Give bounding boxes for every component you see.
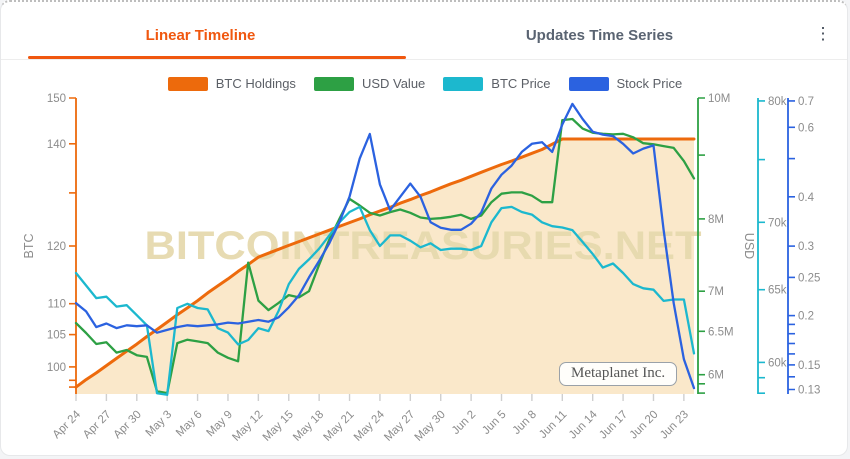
x-axis-date-label: May 15 (261, 409, 296, 444)
axis-tick-label: 80k (768, 96, 787, 108)
axis-tick-label: 0.15 (798, 360, 820, 372)
x-axis-date-label: Jun 23 (658, 409, 691, 442)
x-axis-date-label: May 30 (413, 409, 448, 444)
btc-axis-title: BTC (22, 234, 36, 259)
axis-tick-label: 0.6 (798, 122, 814, 134)
axis-tick-label: 65k (768, 285, 787, 297)
x-axis-date-label: Apr 27 (81, 409, 113, 441)
legend-label: Stock Price (616, 76, 683, 91)
x-axis-date-label: May 18 (291, 409, 326, 444)
axis-tick-label: 100 (47, 362, 66, 374)
x-axis-date-label: May 12 (230, 409, 265, 444)
axis-tick-label: 0.2 (798, 311, 814, 323)
axis-tick-label: 0.4 (798, 192, 815, 204)
tabbar-divider (1, 59, 847, 60)
axis-tick-label: 70k (768, 217, 787, 229)
axis-tick-label: 60k (768, 357, 787, 369)
axis-tick-label: 6M (708, 370, 724, 382)
timeline-chart: BITCOINTREASURIES.NET150140120110105100B… (22, 93, 820, 444)
axis-tick-label: 105 (47, 330, 66, 342)
tab-updates-time-series[interactable]: Updates Time Series (525, 27, 674, 44)
axis-tick-label: 150 (47, 93, 66, 105)
tab-linear-timeline[interactable]: Linear Timeline (145, 27, 256, 44)
legend-swatch (568, 76, 609, 91)
axis-tick-label: 0.13 (798, 385, 820, 397)
usd_value-axis-title: USD (742, 233, 756, 259)
legend-item-usd-value[interactable]: USD Value (313, 76, 426, 91)
x-axis-date-label: Jun 5 (480, 409, 508, 437)
x-axis-date-label: Jun 2 (450, 409, 478, 437)
x-axis-date-label: Jun 17 (597, 409, 630, 442)
legend-swatch (313, 76, 354, 91)
chart-legend: BTC Holdings USD Value BTC Price Stock Pric… (1, 76, 847, 91)
axis-tick-label: 120 (47, 241, 66, 253)
axis-tick-label: 7M (708, 286, 724, 298)
x-axis-date-label: Apr 24 (51, 408, 84, 441)
x-axis-date-label: Jun 14 (567, 408, 600, 441)
x-axis-date-label: Jun 11 (537, 409, 569, 441)
company-annotation: Metaplanet Inc. (559, 362, 678, 386)
series-line-usd-value (74, 117, 696, 395)
legend-swatch (443, 76, 484, 91)
legend-label: BTC Holdings (215, 76, 296, 91)
legend-swatch (167, 76, 208, 91)
x-axis-date-label: May 3 (144, 409, 175, 440)
axis-tick-label: 6.5M (708, 326, 734, 338)
more-options-icon[interactable]: ⋮ (799, 24, 847, 43)
x-axis-date-label: Jun 8 (511, 409, 539, 437)
series-line-btc-price (74, 205, 696, 396)
x-axis-date-label: Jun 20 (628, 409, 661, 442)
chart-area: BITCOINTREASURIES.NET 150 140 120 110 105 100 B… (1, 65, 847, 455)
axis-tick-label: 0.7 (798, 96, 814, 108)
x-axis-date-label: Apr 30 (111, 409, 143, 441)
legend-item-btc-holdings[interactable]: BTC Holdings (167, 76, 296, 91)
axis-tick-label: 0.25 (798, 272, 820, 284)
legend-label: BTC Price (491, 76, 551, 91)
axis-tick-label: 8M (708, 214, 724, 226)
active-tab-underline (28, 56, 406, 59)
axis-tick-label: 10M (708, 93, 730, 105)
holdings-area-fill (76, 139, 694, 394)
tab-bar: Linear Timeline Updates Time Series ⋮ (1, 2, 847, 65)
axis-tick-label: 0.3 (798, 241, 814, 253)
axis-tick-label: 140 (47, 139, 66, 151)
legend-label: USD Value (361, 76, 426, 91)
x-axis-date-label: May 24 (352, 408, 388, 444)
x-axis-date-label: May 21 (322, 409, 357, 444)
series-line-btc-holdings (74, 137, 696, 389)
legend-item-stock-price[interactable]: Stock Price (568, 76, 683, 91)
series-line-stock-price (74, 102, 696, 390)
x-axis-date-label: May 27 (382, 409, 417, 444)
legend-item-btc-price[interactable]: BTC Price (443, 76, 551, 91)
x-axis-date-label: May 6 (174, 409, 205, 440)
axis-tick-label: 110 (48, 299, 66, 311)
